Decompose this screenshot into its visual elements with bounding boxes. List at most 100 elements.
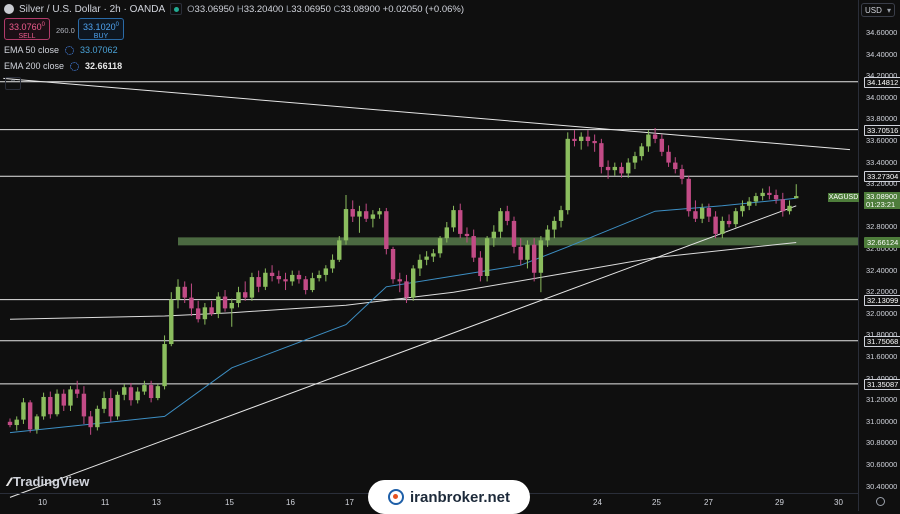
- candle-body: [673, 162, 678, 170]
- candle-body: [659, 138, 665, 152]
- spread-value: 260.0: [56, 26, 75, 35]
- ema200-value: 32.66118: [85, 61, 123, 71]
- price-tick-label: 34.20000: [866, 71, 898, 81]
- candle-body: [34, 416, 40, 430]
- candle-body: [424, 256, 429, 260]
- tradingview-logo[interactable]: ⁄⁄ TradingView: [8, 474, 90, 489]
- price-tick-label: 31.80000: [866, 330, 898, 340]
- candle-body: [175, 286, 181, 300]
- currency-selector[interactable]: USD: [861, 3, 895, 18]
- silver-symbol-icon: [4, 4, 14, 14]
- candle-body: [579, 136, 584, 141]
- candle-body: [182, 286, 187, 298]
- candle-body: [249, 277, 255, 298]
- level-price-tag: 32.66124: [864, 237, 900, 249]
- candle-body: [679, 169, 685, 179]
- price-tick-label: 30.60000: [866, 460, 898, 469]
- price-tick-label: 30.40000: [866, 481, 898, 491]
- candle-body: [639, 146, 644, 157]
- candle-body: [773, 195, 779, 200]
- symbol-tag: XAGUSD: [828, 193, 859, 202]
- chart-settings-icon[interactable]: [876, 497, 885, 506]
- candle-body: [296, 274, 302, 280]
- symbol-title[interactable]: Silver / U.S. Dollar · 2h · OANDA: [19, 3, 166, 15]
- live-price: 33.08900: [866, 192, 898, 201]
- date-tick-label: 24: [593, 498, 602, 507]
- candle-body: [323, 268, 329, 275]
- candle-body: [169, 299, 174, 345]
- candle-body: [451, 210, 456, 228]
- candle-body: [95, 408, 100, 428]
- candle-body: [558, 210, 564, 221]
- date-tick-label: 27: [704, 498, 713, 507]
- candle-body: [760, 192, 765, 197]
- candle-body: [290, 274, 295, 282]
- candle-body: [276, 276, 281, 280]
- price-tick-label: 34.40000: [866, 49, 898, 59]
- price-tick-label: 33.40000: [866, 157, 898, 167]
- candle-body: [498, 211, 503, 232]
- trendline-ascending: [9, 205, 797, 498]
- date-tick-label: 29: [775, 498, 784, 507]
- candle-body: [115, 394, 120, 417]
- candle-body: [706, 207, 712, 217]
- indicator-ema200[interactable]: EMA 200 close 32.66118: [4, 61, 123, 71]
- date-tick-label: 10: [38, 498, 47, 507]
- candle-body: [61, 393, 66, 406]
- price-tick-label: 33.80000: [866, 114, 898, 124]
- candle-body: [780, 199, 785, 212]
- iranbroker-logo-icon: [387, 489, 404, 505]
- price-axis-divider: [858, 0, 859, 511]
- candle-body: [377, 211, 382, 215]
- candle-body: [531, 244, 537, 273]
- level-price-tag: 31.35087: [864, 378, 900, 390]
- candle-body: [411, 268, 416, 298]
- candle-body: [767, 192, 772, 195]
- candle-body: [545, 229, 550, 241]
- tradingview-logo-icon: ⁄⁄: [8, 474, 11, 489]
- buy-button[interactable]: 33.10200 BUY: [78, 18, 124, 40]
- candle-body: [794, 196, 799, 199]
- candle-body: [552, 220, 557, 230]
- candle-body: [471, 236, 476, 258]
- ema50-value: 33.07062: [80, 45, 118, 55]
- price-tick-label: 30.80000: [866, 438, 898, 448]
- candle-body: [222, 296, 228, 309]
- price-tick-label: 32.20000: [866, 287, 898, 297]
- candle-body: [7, 421, 13, 426]
- price-tick-label: 32.80000: [866, 222, 898, 232]
- market-status-icon[interactable]: [170, 3, 183, 15]
- candle-body: [740, 205, 745, 212]
- candle-body: [122, 387, 127, 395]
- candle-body: [619, 166, 624, 174]
- price-tick-label: 32.40000: [866, 265, 898, 275]
- collapse-legend-button[interactable]: ⌃: [5, 77, 21, 90]
- candle-body: [458, 210, 463, 234]
- level-price-tag: 31.75068: [864, 335, 900, 347]
- candle-body: [148, 385, 154, 399]
- watermark-badge: iranbroker.net: [368, 480, 530, 514]
- price-tick-label: 32.00000: [866, 308, 898, 318]
- candle-body: [686, 178, 691, 212]
- open-value: 33.06950: [194, 3, 235, 15]
- candle-body: [310, 278, 315, 291]
- indicator-ema50[interactable]: EMA 50 close 33.07062: [4, 45, 118, 55]
- loading-icon: [65, 45, 75, 55]
- candle-body: [390, 249, 396, 280]
- level-price-tag: 33.70516: [864, 124, 900, 136]
- price-tick-label: 32.60000: [866, 244, 898, 253]
- date-tick-label: 11: [101, 498, 110, 507]
- candle-body: [256, 277, 261, 287]
- sell-button[interactable]: 33.07600 SELL: [4, 18, 50, 40]
- candle-body: [216, 296, 221, 314]
- candle-body: [437, 238, 443, 254]
- date-tick-label: 16: [286, 498, 295, 507]
- candle-body: [626, 162, 631, 174]
- candle-body: [357, 211, 362, 217]
- date-tick-label: 15: [225, 498, 234, 507]
- price-tick-label: 31.60000: [866, 352, 898, 361]
- candle-body: [646, 134, 651, 147]
- candle-body: [511, 220, 517, 247]
- sell-label: SELL: [18, 33, 36, 40]
